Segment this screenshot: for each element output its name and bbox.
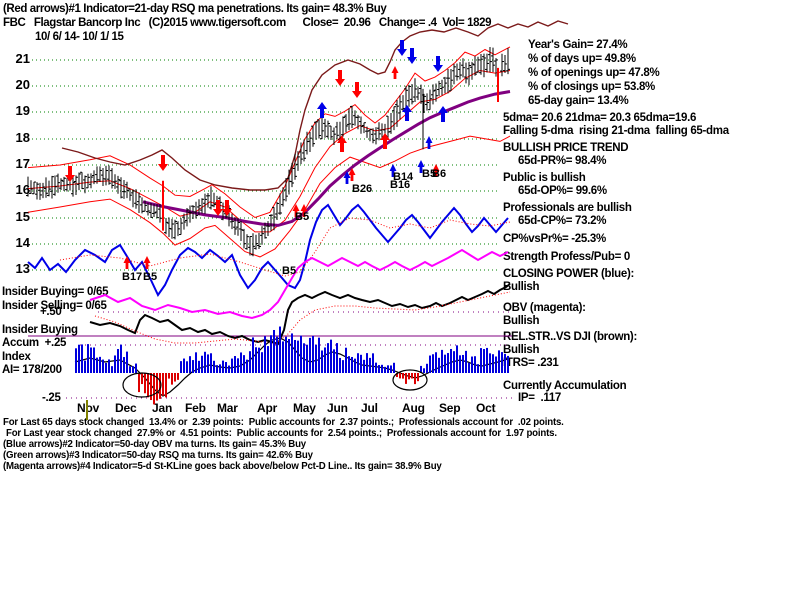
month-label-8: Jul [361,401,378,415]
right-panel-line-6: Falling 5-dma rising 21-dma falling 65-d… [503,125,729,137]
month-label-10: Sep [439,401,461,415]
y-axis-label-7: 14 [15,235,30,250]
right-panel-line-5: 5dma= 20.6 21dma= 20.3 65dma=19.6 [503,112,697,124]
right-panel-line-7: BULLISH PRICE TREND [503,142,629,154]
month-label-0: Nov [77,401,100,415]
month-label-6: May [293,401,316,415]
insider-label-3: Insider Buying [2,324,78,336]
right-panel-line-14: Strength Profess/Pub= 0 [503,251,630,263]
right-panel-line-17: OBV (magenta): [503,302,586,314]
y-axis-label-6: 15 [15,209,30,224]
right-panel-line-2: % of openings up= 47.8% [528,67,660,79]
month-label-9: Aug [402,401,425,415]
header-ticker-line: FBC Flagstar Bancorp Inc (C)2015 www.tig… [3,17,492,29]
insider-label-4: Accum +.25 [2,337,67,349]
right-panel-line-19: REL.STR..VS DJI (brown): [503,331,637,343]
y-axis-label-0: 21 [15,51,30,66]
month-label-11: Oct [476,401,496,415]
month-label-5: Apr [257,401,278,415]
right-panel-line-18: Bullish [503,315,540,327]
bottom-legend-line-2: (Blue arrows)#2 Indicator=50-day OBV ma … [3,438,306,450]
y-axis-label-4: 17 [15,156,30,171]
bottom-legend-line-0: For Last 65 days stock changed 13.4% or … [3,416,564,428]
y-axis-label-8: 13 [15,261,30,276]
bottom-legend-line-3: (Green arrows)#3 Indicator=50-day RSQ ma… [3,449,313,461]
right-panel-line-4: 65-day gain= 13.4% [528,95,629,107]
right-panel-line-9: Public is bullish [503,172,586,184]
right-panel-line-22: Currently Accumulation [503,380,627,392]
month-label-2: Jan [152,401,173,415]
right-panel-line-11: Professionals are bullish [503,202,632,214]
bottom-legend-line-4: (Magenta arrows)#4 Indicator=5-d St-KLin… [3,460,442,472]
month-label-1: Dec [115,401,137,415]
header-date-range: 10/ 6/ 14- 10/ 1/ 15 [35,31,124,43]
insider-label-0: Insider Buying= 0/65 [2,286,109,298]
insider-label-6: AI= 178/200 [2,364,62,376]
right-panel-line-1: % of days up= 49.8% [528,53,636,65]
month-label-3: Feb [185,401,206,415]
right-panel-line-23: IP= .117 [518,392,562,404]
y-axis-label-3: 18 [15,130,30,145]
insider-label-2: +.50 [40,306,62,318]
right-panel-line-16: Bullish [503,281,540,293]
y-axis-label-2: 19 [15,103,30,118]
header-indicator1-legend: (Red arrows)#1 Indicator=21-day RSQ ma p… [3,3,387,15]
month-label-4: Mar [217,401,238,415]
right-panel-line-21: ITRS= .231 [503,357,559,369]
y-axis-label-5: 16 [15,182,30,197]
month-label-7: Jun [327,401,348,415]
right-panel-line-13: CP%vsPr%= -25.3% [503,233,606,245]
right-panel-line-12: 65d-CP%= 73.2% [518,215,607,227]
right-panel-line-8: 65d-PR%= 98.4% [518,155,607,167]
insider-label-7: -.25 [42,392,61,404]
right-panel-line-15: CLOSING POWER (blue): [503,268,635,280]
right-panel-line-10: 65d-OP%= 99.6% [518,185,607,197]
right-panel-line-20: Bullish [503,344,540,356]
bottom-legend-line-1: For Last year stock changed 27.9% or 4.5… [6,427,557,439]
insider-label-5: Index [2,351,31,363]
y-axis-label-1: 20 [15,77,30,92]
right-panel-line-3: % of closings up= 53.8% [528,81,655,93]
right-panel-line-0: Year's Gain= 27.4% [528,39,628,51]
